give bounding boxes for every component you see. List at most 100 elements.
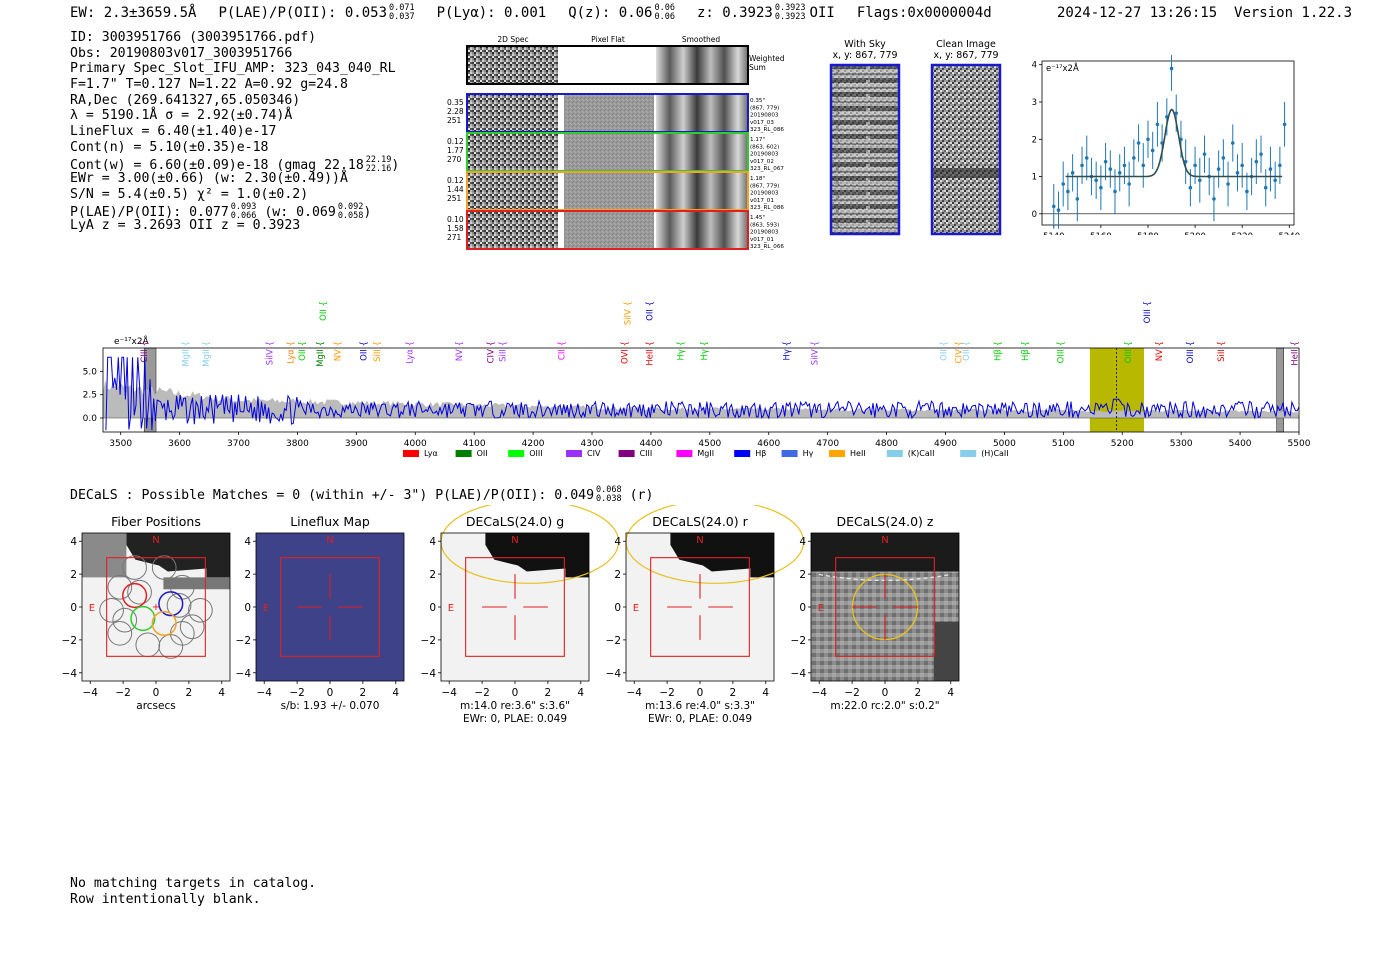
spectral-line-label: Lyα {: [405, 341, 415, 364]
decals-panel-title: DECaLS(24.0) r: [652, 514, 748, 529]
cutout-left-label: 2.28: [447, 107, 464, 116]
svg-text:OII {: OII {: [940, 341, 950, 361]
decals-ytick: −2: [421, 635, 436, 647]
cutout-right-label: (863, 593): [750, 222, 779, 228]
decals-caption: arcsecs: [136, 700, 175, 712]
spectral-line-label: SiIV {: [623, 301, 633, 325]
decals-xtick: −2: [115, 687, 130, 699]
zoom-point: [1141, 143, 1146, 188]
decals-ytick: 0: [799, 602, 806, 614]
catalog-footer: No matching targets in catalog. Row inten…: [70, 876, 316, 907]
legend-item: HeII: [829, 449, 866, 458]
decals-panel-4: DECaLS(24.0) r N E −4 −4 −2 −2 0 0 2 2 4 4 m:13.6 re:…: [606, 505, 805, 725]
svg-text:Lyα {: Lyα {: [405, 341, 415, 364]
spectrum-xtick: 4900: [934, 439, 957, 449]
zoom-ytick: 4: [1032, 61, 1037, 71]
cutout-left-label: 0.10: [447, 215, 464, 224]
svg-text:MgII {: MgII {: [202, 341, 212, 367]
zoom-point: [1108, 150, 1113, 188]
svg-text:Hγ {: Hγ {: [700, 341, 710, 361]
east-label: E: [89, 603, 95, 614]
z-value: z: 0.3923 0.3923 0.3923 OII: [696, 3, 835, 22]
cutout-right-label: 323_RL_086: [750, 205, 784, 211]
fiber-cutouts: 2D Spec Pixel Flat Smoothed Weighted Sum…: [447, 35, 785, 250]
decals-xtick: 0: [882, 687, 889, 699]
zoom-fit-curve: [1065, 108, 1283, 178]
detection-info: ID: 3003951766 (3003951766.pdf) Obs: 201…: [70, 30, 399, 234]
spectral-line-label: NV {: [1155, 341, 1165, 361]
svg-text:Hγ {: Hγ {: [782, 341, 792, 361]
decals-ytick: −4: [791, 668, 807, 680]
legend-item: Hγ: [781, 449, 814, 458]
cutout-right-label: 1.17": [750, 137, 765, 143]
spectral-line-label: Hγ {: [700, 341, 710, 361]
cutout-right-label: 20190803: [750, 191, 779, 197]
cutout-left-label: 1.58: [447, 224, 464, 233]
zoom-point: [1221, 139, 1226, 177]
decals-xtick: −2: [289, 687, 304, 699]
zoom-point: [1273, 161, 1277, 199]
decals-xtick: −4: [82, 687, 98, 699]
spectral-line-label: OII {: [298, 341, 308, 361]
zoom-ytick: 3: [1032, 98, 1037, 108]
spectral-line-label: OIII {: [1124, 341, 1134, 363]
decals-xtick: 4: [218, 687, 225, 699]
cutout-right-label: v017_03: [750, 120, 774, 126]
zoom-xtick: 5160: [1090, 232, 1112, 235]
info-ewr: EWr = 3.00(±0.66) (w: 2.30(±0.49))Å: [70, 171, 348, 187]
cutout-left-label: 1.77: [447, 146, 464, 155]
decals-xtick: −4: [811, 687, 827, 699]
decals-xtick: 2: [730, 687, 737, 699]
decals-xtick: 2: [360, 687, 367, 699]
svg-text:CIII {: CIII {: [140, 341, 150, 363]
cutout-right-label: 323_RL_067: [750, 166, 784, 172]
cutout-left-label: 0.12: [447, 176, 464, 185]
decals-caption-2: EWr: 0, PLAE: 0.049: [463, 713, 567, 725]
info-fparams: F=1.7" T=0.127 N=1.22 A=0.92 g=24.8: [70, 77, 348, 93]
zoom-point: [1197, 157, 1202, 203]
svg-text:(K)CaII: (K)CaII: [908, 449, 935, 458]
spectral-line-label: Lyα {: [286, 341, 296, 364]
qz-value: Q(z): 0.06 0.06 0.06: [568, 3, 675, 22]
spectral-line-label: CIII {: [140, 341, 150, 363]
east-label: E: [633, 603, 639, 614]
zoom-ylabel: e⁻¹⁷x2Å: [1046, 62, 1079, 74]
info-primary: Primary Spec_Slot_IFU_AMP: 323_043_040_R…: [70, 61, 396, 77]
north-label: N: [326, 535, 333, 546]
zoom-point: [1245, 172, 1249, 211]
zoom-point: [1136, 124, 1141, 162]
svg-text:HeII: HeII: [850, 449, 866, 458]
zoom-point: [1080, 146, 1084, 184]
zoom-point: [1061, 161, 1065, 207]
zoom-point: [1103, 143, 1108, 181]
spectral-line-label: HeII {: [1290, 341, 1300, 366]
svg-text:MgII: MgII: [697, 449, 714, 458]
cutout-col-2dspec: 2D Spec: [497, 35, 528, 44]
legend-item: (K)CaII: [886, 449, 935, 458]
cutout-left-label: 271: [447, 233, 462, 242]
north-label: N: [152, 535, 159, 546]
spectral-line-label: OIII {: [1056, 341, 1066, 363]
zoom-point: [1099, 165, 1103, 211]
zoom-frame: [1041, 60, 1295, 226]
decals-panel-3: DECaLS(24.0) g N E −4 −4 −2 −2 0 0 2 2 4 4 m:14.0 re:…: [421, 505, 620, 725]
zoom-point: [1263, 169, 1268, 207]
svg-text:MgII {: MgII {: [181, 341, 191, 367]
cutout-right-label: v017_01: [750, 198, 774, 204]
zoom-point: [1259, 135, 1263, 173]
decals-ytick: 4: [429, 536, 436, 548]
svg-text:SiII {: SiII {: [498, 341, 508, 362]
zoom-point: [1202, 135, 1207, 173]
zoom-point: [1146, 120, 1150, 158]
full-spectrum-chart: 0.0 2.5 5.0 3500 3600 3700 3800 3900 4000 4100 420…: [83, 301, 1310, 458]
legend-item: MgII: [676, 449, 714, 458]
decals-ytick: −2: [236, 635, 251, 647]
spectral-line-label: SiII {: [1217, 341, 1227, 362]
decals-xtick: −2: [844, 687, 859, 699]
timestamp-version: 2024-12-27 13:26:15 Version 1.22.3: [1057, 5, 1352, 21]
zoom-ytick: 0: [1032, 210, 1037, 220]
with-sky-title: With Sky: [844, 39, 886, 50]
zoom-point: [1094, 161, 1098, 199]
svg-text:HeII {: HeII {: [646, 341, 656, 366]
